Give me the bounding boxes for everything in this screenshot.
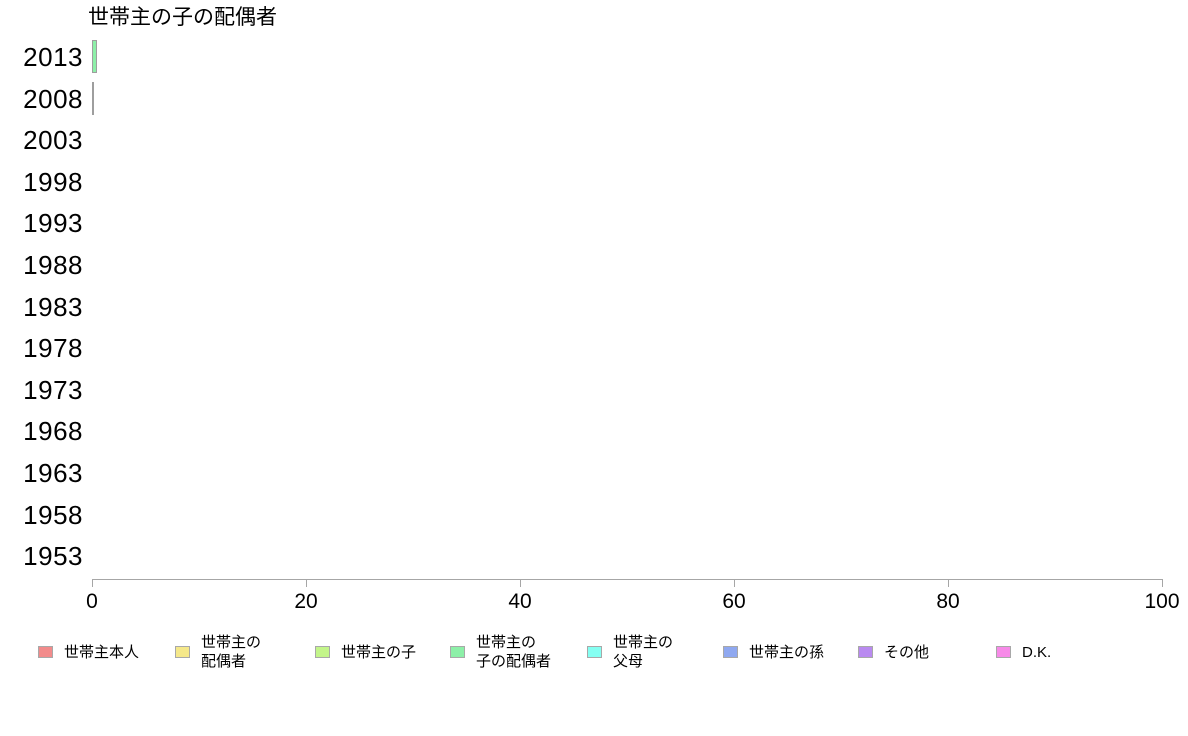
x-axis-tick <box>520 579 521 587</box>
legend-swatch-parents <box>587 646 602 658</box>
chart-row: 1968 <box>0 410 1188 452</box>
legend-swatch-child-spouse <box>450 646 465 658</box>
chart-row: 2003 <box>0 119 1188 161</box>
y-axis-label: 1958 <box>23 500 83 530</box>
y-axis-label: 1993 <box>23 208 83 238</box>
y-axis-label: 2013 <box>23 42 83 72</box>
x-axis-tick-label: 100 <box>1144 590 1180 613</box>
bar-2008 <box>92 82 94 115</box>
y-axis-label: 1973 <box>23 375 83 405</box>
chart-row: 1953 <box>0 535 1188 577</box>
chart-row: 1963 <box>0 452 1188 494</box>
y-axis-label: 1953 <box>23 541 83 571</box>
y-axis-label: 2008 <box>23 84 83 114</box>
y-axis-label: 1968 <box>23 416 83 446</box>
legend-item-dk[interactable]: D.K. <box>996 622 1051 682</box>
legend-item-other[interactable]: その他 <box>858 622 929 682</box>
y-axis-label: 1998 <box>23 167 83 197</box>
legend-label: 世帯主の孫 <box>749 643 825 661</box>
y-axis-label: 2003 <box>23 125 83 155</box>
legend-label: D.K. <box>1022 643 1052 661</box>
legend-swatch-grandchild <box>723 646 738 658</box>
y-axis-label: 1978 <box>23 333 83 363</box>
legend-label: その他 <box>884 643 930 661</box>
x-axis-tick <box>734 579 735 587</box>
legend-swatch-other <box>858 646 873 658</box>
x-axis-line <box>92 579 1163 580</box>
chart-row: 2008 <box>0 78 1188 120</box>
legend: 世帯主本人 世帯主の 配偶者 世帯主の子 世帯主の 子の配偶者 世帯主の 父母 … <box>0 622 1188 682</box>
x-axis-tick-label: 40 <box>508 590 532 613</box>
chart-row: 1973 <box>0 369 1188 411</box>
y-axis-label: 1963 <box>23 458 83 488</box>
y-axis-label: 1988 <box>23 250 83 280</box>
legend-item-parents[interactable]: 世帯主の 父母 <box>587 622 673 682</box>
chart-row: 1988 <box>0 244 1188 286</box>
x-axis-tick <box>948 579 949 587</box>
x-axis-tick <box>306 579 307 587</box>
chart-row: 1998 <box>0 161 1188 203</box>
chart-title: 世帯主の子の配偶者 <box>88 6 277 29</box>
chart-row: 1978 <box>0 327 1188 369</box>
legend-label: 世帯主の 父母 <box>613 634 674 670</box>
x-axis-tick <box>92 579 93 587</box>
legend-label: 世帯主の子 <box>341 643 417 661</box>
legend-swatch-household-head-spouse <box>175 646 190 658</box>
legend-item-grandchild[interactable]: 世帯主の孫 <box>723 622 824 682</box>
legend-label: 世帯主の 子の配偶者 <box>476 634 552 670</box>
x-axis-tick-label: 0 <box>86 590 98 613</box>
legend-item-household-head[interactable]: 世帯主本人 <box>38 622 139 682</box>
x-axis-tick-label: 80 <box>936 590 960 613</box>
x-axis-tick-label: 60 <box>722 590 746 613</box>
chart-row: 1958 <box>0 494 1188 536</box>
chart-row: 1993 <box>0 202 1188 244</box>
x-axis-tick-label: 20 <box>294 590 318 613</box>
legend-item-household-head-spouse[interactable]: 世帯主の 配偶者 <box>175 622 261 682</box>
legend-item-child-spouse[interactable]: 世帯主の 子の配偶者 <box>450 622 551 682</box>
bar-2013 <box>92 40 98 73</box>
chart-row: 1983 <box>0 286 1188 328</box>
y-axis-label: 1983 <box>23 292 83 322</box>
legend-swatch-dk <box>996 646 1011 658</box>
legend-item-household-head-child[interactable]: 世帯主の子 <box>315 622 416 682</box>
legend-label: 世帯主の 配偶者 <box>201 634 262 670</box>
chart-row: 2013 <box>0 36 1188 78</box>
x-axis-tick <box>1162 579 1163 587</box>
legend-swatch-household-head <box>38 646 53 658</box>
legend-swatch-household-head-child <box>315 646 330 658</box>
legend-label: 世帯主本人 <box>64 643 140 661</box>
